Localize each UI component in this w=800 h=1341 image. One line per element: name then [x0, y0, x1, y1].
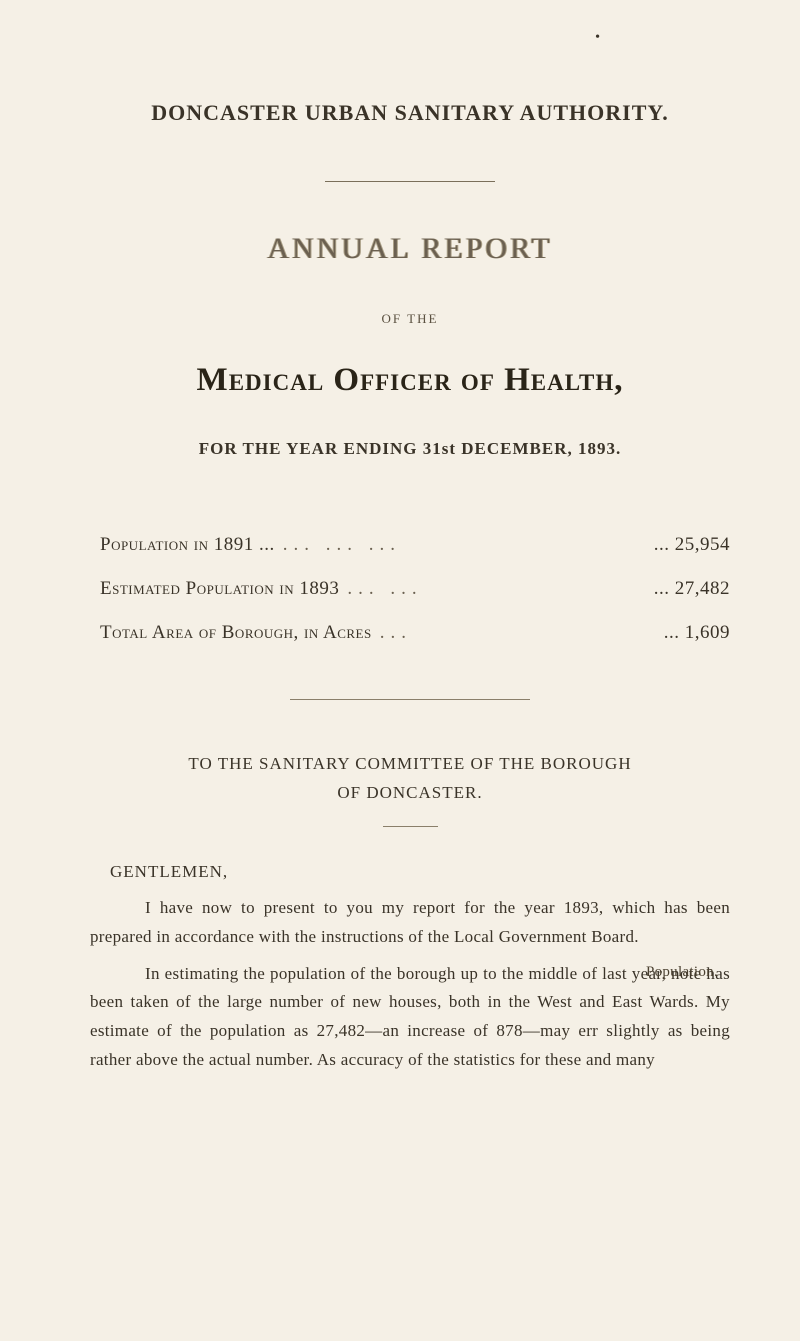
stat-row: Total Area of Borough, in Acres ... ... … [100, 622, 730, 644]
stat-dots: ... [372, 622, 664, 644]
stat-value: ... 25,954 [654, 534, 730, 556]
margin-note-population: Population. [646, 960, 718, 986]
paragraph-2: In estimating the population of the boro… [90, 960, 730, 1076]
annual-report-ornate: ANNUAL REPORT [90, 232, 730, 266]
stat-dots: ... ... [339, 578, 653, 600]
medical-officer-heading: Medical Officer of Health, [90, 362, 730, 399]
stat-dots: ... ... ... [275, 534, 654, 556]
authority-title: DONCASTER URBAN SANITARY AUTHORITY. [90, 100, 730, 126]
paragraph-1: I have now to present to you my report f… [90, 894, 730, 952]
year-ending-line: FOR THE YEAR ENDING 31st DECEMBER, 1893. [90, 439, 730, 459]
paragraph-2-text: In estimating the population of the boro… [90, 964, 730, 1070]
committee-address: TO THE SANITARY COMMITTEE OF THE BOROUGH… [90, 750, 730, 808]
of-the-label: OF THE [90, 311, 730, 327]
salutation: GENTLEMEN, [90, 862, 730, 882]
divider-mid [290, 699, 530, 700]
stat-value: ... 1,609 [664, 622, 730, 644]
stat-label: Population in 1891 ... [100, 534, 275, 556]
divider-top [325, 181, 495, 182]
paragraph-1-text: I have now to present to you my report f… [90, 898, 730, 946]
committee-line2: OF DONCASTER. [337, 783, 482, 802]
decorative-dot: • [595, 30, 600, 46]
stat-label: Total Area of Borough, in Acres [100, 622, 372, 644]
stat-label: Estimated Population in 1893 [100, 578, 339, 600]
statistics-block: Population in 1891 ... ... ... ... ... 2… [90, 534, 730, 644]
stat-row: Population in 1891 ... ... ... ... ... 2… [100, 534, 730, 556]
committee-line1: TO THE SANITARY COMMITTEE OF THE BOROUGH [188, 754, 631, 773]
stat-value: ... 27,482 [654, 578, 730, 600]
divider-tiny [383, 826, 438, 827]
stat-row: Estimated Population in 1893 ... ... ...… [100, 578, 730, 600]
